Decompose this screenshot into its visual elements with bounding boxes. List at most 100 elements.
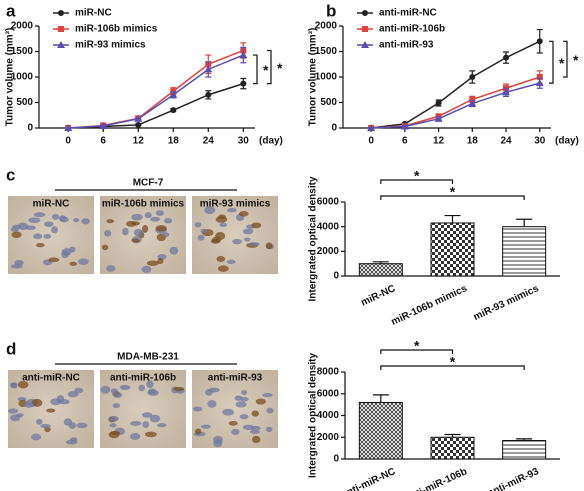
cell-nucleus: [112, 403, 121, 409]
cell-nucleus: [195, 428, 202, 435]
y-tick-label: 1500: [11, 46, 34, 57]
cell-nucleus: [48, 257, 60, 263]
x-tick-label: 6: [100, 136, 106, 147]
point: [58, 10, 64, 16]
cell-nucleus: [101, 244, 109, 251]
cell-nucleus: [251, 410, 260, 417]
cell-nucleus: [67, 391, 79, 398]
cell-nucleus: [10, 382, 18, 389]
cell-nucleus: [43, 221, 54, 227]
point: [362, 10, 368, 16]
panel-letter: a: [6, 1, 16, 20]
cell-nucleus: [169, 246, 179, 255]
cell-nucleus: [162, 232, 170, 238]
point: [536, 74, 543, 80]
cell-nucleus: [31, 398, 43, 407]
cell-nucleus: [194, 222, 202, 228]
legend-label: anti-miR-106b: [379, 24, 445, 35]
cell-nucleus: [119, 384, 131, 391]
point: [240, 80, 247, 87]
cell-nucleus: [239, 414, 249, 420]
cell-nucleus: [122, 227, 129, 236]
cell-nucleus: [226, 259, 236, 265]
x-tick-label: miR-106b mimics: [390, 283, 470, 328]
legend-label: anti-miR-NC: [379, 8, 437, 19]
cell-nucleus: [255, 398, 266, 405]
cell-nucleus: [241, 390, 248, 395]
point: [170, 107, 177, 114]
bar: [502, 440, 547, 460]
cell-nucleus: [197, 234, 205, 241]
cell-nucleus: [211, 236, 222, 243]
significance-bracket: [380, 349, 454, 354]
point: [135, 121, 142, 128]
cell-nucleus: [81, 218, 90, 225]
significance-star: *: [450, 354, 456, 370]
cell-nucleus: [7, 408, 19, 414]
cell-nucleus: [109, 423, 117, 428]
x-tick-label: 18: [168, 136, 180, 147]
x-unit: (day): [259, 136, 283, 147]
y-tick-label: 2000: [315, 21, 338, 32]
cell-nucleus: [213, 439, 223, 448]
significance-bracket: [549, 40, 554, 84]
significance-star: *: [573, 52, 579, 68]
error-bar: [444, 214, 461, 223]
point: [57, 41, 65, 48]
cell-nucleus: [146, 260, 159, 266]
image-label: anti-miR-106b: [110, 373, 176, 384]
error-bar: [516, 218, 533, 227]
cell-nucleus: [78, 258, 89, 265]
series-line: [371, 76, 540, 129]
cell-nucleus: [23, 401, 34, 408]
cell-nucleus: [113, 392, 123, 398]
cell-nucleus: [242, 424, 255, 431]
point: [239, 51, 248, 59]
point: [361, 41, 369, 48]
cell-nucleus: [31, 433, 42, 441]
cell-nucleus: [106, 265, 116, 272]
cell-nucleus: [33, 233, 43, 240]
y-tick-label: 0: [333, 454, 339, 465]
panel-letter: c: [6, 165, 15, 184]
significance-bracket: [380, 179, 454, 184]
y-axis-label: Intergrated optical density: [308, 176, 319, 301]
cell-nucleus: [200, 228, 208, 234]
cell-nucleus: [106, 219, 115, 224]
y-tick-label: 6000: [317, 197, 340, 208]
x-tick-label: 12: [133, 136, 145, 147]
x-tick-label: 24: [203, 136, 215, 147]
point: [503, 54, 510, 61]
cell-nucleus: [142, 421, 149, 429]
cell-nucleus: [242, 228, 254, 235]
point: [502, 88, 511, 96]
cell-nucleus: [11, 231, 22, 239]
point: [468, 99, 477, 107]
cell-nucleus: [65, 439, 78, 445]
point: [435, 100, 442, 107]
cell-nucleus: [251, 222, 262, 229]
legend-label: miR-106b mimics: [75, 24, 158, 35]
cell-nucleus: [148, 388, 157, 395]
cell-nucleus: [17, 381, 29, 389]
cell-nucleus: [110, 430, 121, 436]
significance-bracket: [380, 195, 525, 200]
bar: [430, 436, 475, 460]
legend-label: anti-miR-93: [379, 40, 434, 51]
cell-nucleus: [40, 423, 51, 429]
y-tick-label: 2000: [317, 246, 340, 257]
significance-star: *: [414, 168, 420, 184]
image-label: anti-miR-NC: [22, 373, 80, 384]
cell-nucleus: [235, 401, 247, 408]
x-tick-label: miR-93 mimics: [472, 283, 541, 323]
cell-nucleus: [43, 233, 52, 239]
cell-nucleus: [36, 242, 45, 248]
image-label: anti-miR-93: [208, 373, 263, 384]
cell-nucleus: [141, 265, 152, 274]
cell-nucleus: [69, 261, 78, 266]
point: [64, 124, 73, 131]
cell-nucleus: [219, 222, 227, 227]
y-tick-label: 1500: [315, 46, 338, 57]
image-group-label: MCF-7: [133, 178, 164, 189]
x-tick-label: 0: [368, 136, 374, 147]
